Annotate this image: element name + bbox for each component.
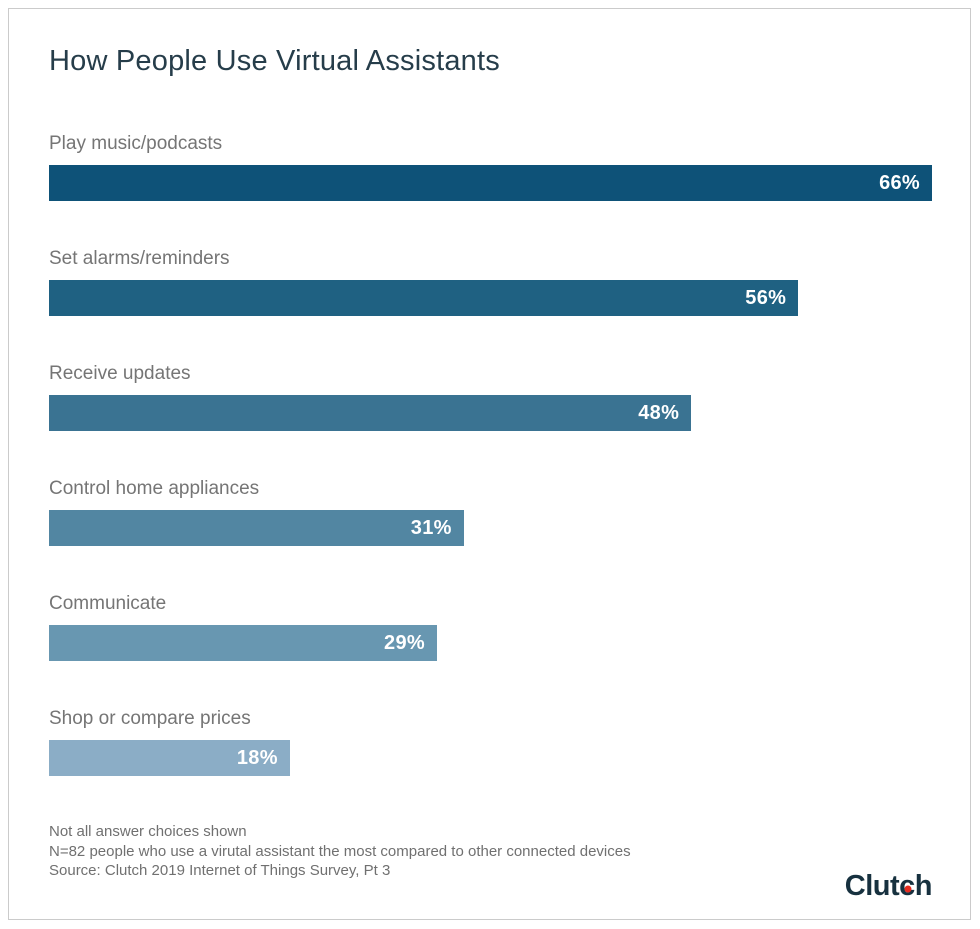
bar-category-label: Control home appliances (49, 478, 260, 499)
chart-card: How People Use Virtual Assistants Play m… (8, 8, 971, 920)
bar-value-label: 66% (879, 171, 920, 194)
bar-value-label: 29% (384, 631, 425, 654)
bar-category-label: Shop or compare prices (49, 708, 251, 729)
bar-group-communicate: Communicate 29% (49, 592, 932, 661)
bar-group-play-music: Play music/podcasts 66% (49, 132, 932, 201)
bar-value-label: 56% (745, 286, 787, 309)
clutch-logo: Clutch (844, 870, 933, 903)
bar-control-appliances: 31% (49, 510, 464, 546)
bar-group-control-appliances: Control home appliances 31% (49, 477, 932, 546)
bar-value-label: 31% (410, 516, 452, 539)
bar-group-set-alarms: Set alarms/reminders 56% (49, 247, 932, 316)
logo-text-suffix: h (914, 870, 933, 902)
footer-note-line: Source: Clutch 2019 Internet of Things S… (49, 862, 391, 879)
chart-title: How People Use Virtual Assistants (49, 45, 500, 77)
bar-category-label: Communicate (49, 593, 167, 614)
bar-category-label: Play music/podcasts (49, 133, 223, 154)
bar-group-receive-updates: Receive updates 48% (49, 362, 932, 431)
chart-content: How People Use Virtual Assistants Play m… (9, 9, 970, 919)
logo-text-prefix: Clut (844, 870, 900, 902)
bar-category-label: Receive updates (49, 363, 191, 384)
logo-dotted-letter: c (899, 870, 915, 903)
bar-play-music: 66% (49, 165, 932, 201)
footer-note-line: N=82 people who use a virutal assistant … (49, 842, 631, 860)
bar-group-shop-compare: Shop or compare prices 18% (49, 707, 932, 776)
bar-category-label: Set alarms/reminders (49, 248, 230, 269)
footer-note-line: Not all answer choices shown (49, 823, 247, 840)
bar-set-alarms: 56% (49, 280, 799, 316)
bar-shop-compare: 18% (49, 740, 290, 776)
bar-communicate: 29% (49, 625, 437, 661)
bar-value-label: 18% (236, 746, 278, 769)
logo-red-dot-icon (904, 885, 912, 893)
bar-value-label: 48% (638, 401, 680, 424)
footer-notes: Not all answer choices shown N=82 people… (49, 822, 932, 881)
bar-receive-updates: 48% (49, 395, 692, 431)
